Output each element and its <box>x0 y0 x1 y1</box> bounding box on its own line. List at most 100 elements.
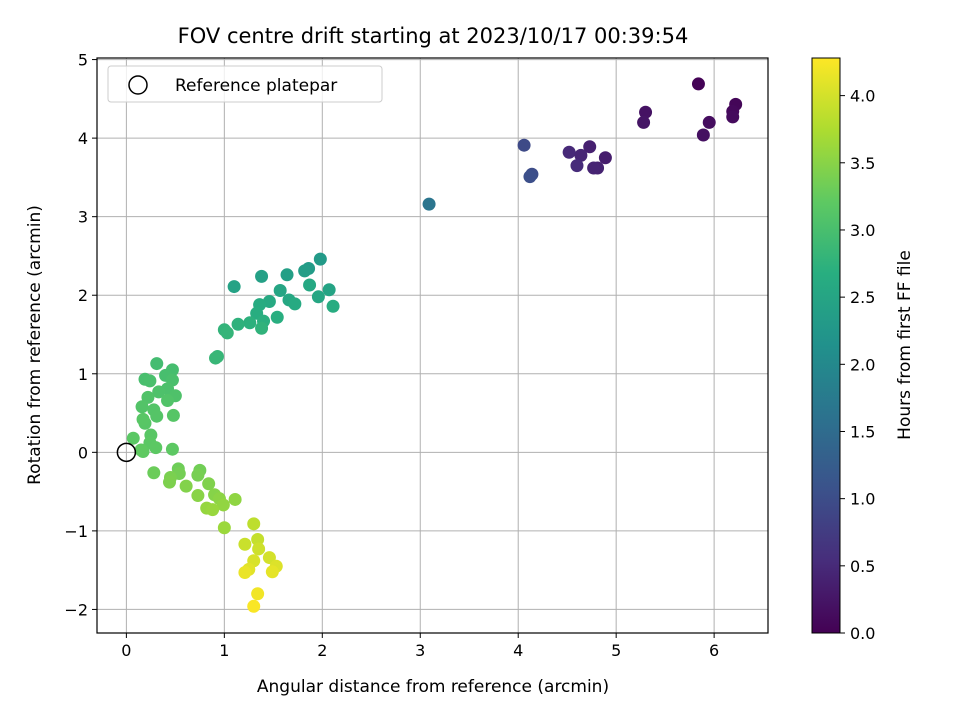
data-point <box>228 492 242 506</box>
data-point <box>691 77 705 91</box>
data-point <box>162 475 176 489</box>
data-point <box>696 128 710 142</box>
legend-marker <box>128 75 148 95</box>
data-point <box>150 357 164 371</box>
data-point <box>517 138 531 152</box>
data-point <box>149 441 163 455</box>
x-tick-label: 2 <box>317 641 327 660</box>
data-point <box>227 280 241 294</box>
data-point <box>270 310 284 324</box>
data-point <box>143 374 157 388</box>
colorbar-tick-label: 0.0 <box>850 624 875 643</box>
colorbar-tick-label: 1.5 <box>850 422 875 441</box>
data-point <box>251 587 265 601</box>
data-points <box>126 77 743 613</box>
x-tick-label: 1 <box>219 641 229 660</box>
colorbar-tick-label: 3.0 <box>850 221 875 240</box>
x-axis-label: Angular distance from reference (arcmin) <box>257 677 609 697</box>
data-point <box>273 284 287 298</box>
data-point <box>202 477 216 491</box>
data-point <box>141 390 155 404</box>
y-tick-label: 5 <box>78 51 88 70</box>
data-point <box>161 393 175 407</box>
data-point <box>126 431 140 445</box>
y-tick-label: 4 <box>78 129 88 148</box>
y-tick-label: 1 <box>78 365 88 384</box>
data-point <box>637 115 651 129</box>
data-point <box>252 542 266 556</box>
colorbar-tick-label: 0.5 <box>850 557 875 576</box>
data-point <box>422 197 436 211</box>
data-point <box>702 115 716 129</box>
data-point <box>326 299 340 313</box>
plot-frame <box>96 57 769 634</box>
data-point <box>639 105 653 119</box>
data-point <box>166 408 180 422</box>
data-point <box>147 466 161 480</box>
data-point <box>311 290 325 304</box>
data-point <box>191 468 205 482</box>
x-tick-label: 6 <box>709 641 719 660</box>
colorbar-tick-label: 2.0 <box>850 355 875 374</box>
data-point <box>288 297 302 311</box>
data-point <box>238 537 252 551</box>
data-point <box>231 317 245 331</box>
colorbar-gradient <box>811 57 841 634</box>
data-point <box>303 278 317 292</box>
y-tick-label: −1 <box>64 522 88 541</box>
colorbar-tick-label: 1.0 <box>850 490 875 509</box>
data-point <box>243 316 257 330</box>
data-point <box>562 145 576 159</box>
data-point <box>298 264 312 278</box>
x-tick-label: 5 <box>611 641 621 660</box>
x-tick-label: 3 <box>415 641 425 660</box>
data-point <box>179 479 193 493</box>
data-point <box>523 170 537 184</box>
colorbar-tick-label: 2.5 <box>850 288 875 307</box>
data-point <box>255 269 269 283</box>
colorbar-tick-label: 4.0 <box>850 87 875 106</box>
data-point <box>587 161 601 175</box>
x-axis: 0 1 2 3 4 5 6 <box>121 633 719 660</box>
data-point <box>322 283 336 297</box>
y-axis-label: Rotation from reference (arcmin) <box>25 205 45 485</box>
reference-point <box>116 442 137 463</box>
data-point <box>247 517 261 531</box>
data-point <box>313 252 327 266</box>
data-point <box>262 295 276 309</box>
data-point <box>238 566 252 580</box>
chart-title: FOV centre drift starting at 2023/10/17 … <box>178 24 689 48</box>
data-point <box>583 140 597 154</box>
data-point <box>206 503 220 517</box>
data-point <box>134 443 148 457</box>
data-point <box>217 521 231 535</box>
grid <box>97 58 768 633</box>
data-point <box>216 498 230 512</box>
data-point <box>570 159 584 173</box>
y-tick-label: 0 <box>78 443 88 462</box>
data-point <box>598 151 612 165</box>
y-tick-label: 3 <box>78 208 88 227</box>
data-point <box>135 400 149 414</box>
data-point <box>165 442 179 456</box>
y-axis: −2 −1 0 1 2 3 4 5 <box>64 51 97 619</box>
legend: Reference platepar <box>107 65 383 103</box>
x-tick-label: 4 <box>513 641 523 660</box>
data-point <box>152 385 166 399</box>
colorbar-ticks: 0.0 0.5 1.0 1.5 2.0 2.5 3.0 3.5 4.0 <box>840 87 875 643</box>
legend-entry: Reference platepar <box>175 76 337 96</box>
data-point <box>220 326 234 340</box>
legend-box <box>107 65 383 103</box>
data-point <box>726 110 740 124</box>
data-point <box>247 599 261 613</box>
y-tick-label: 2 <box>78 286 88 305</box>
data-point <box>280 268 294 282</box>
data-point <box>150 409 164 423</box>
data-point <box>255 321 269 335</box>
data-point <box>209 351 223 365</box>
data-point <box>191 489 205 503</box>
y-tick-label: −2 <box>64 600 88 619</box>
data-point <box>574 148 588 162</box>
data-point <box>251 533 265 547</box>
